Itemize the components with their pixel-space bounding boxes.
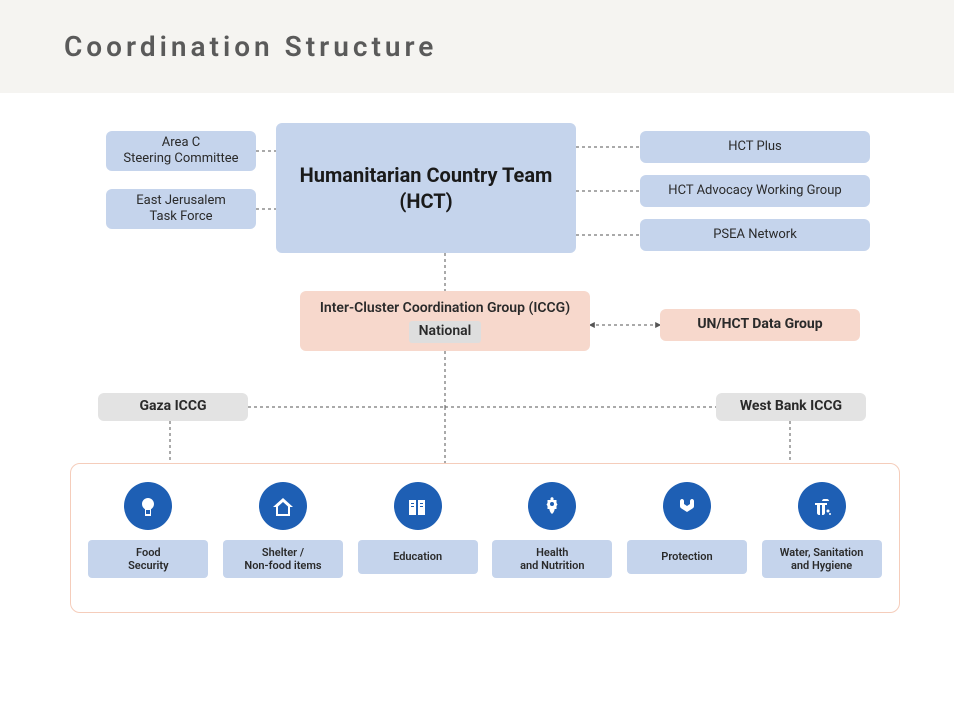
cluster-wash-label: Water, Sanitationand Hygiene <box>762 540 882 578</box>
node-westbank: West Bank ICCG <box>716 393 866 421</box>
wash-icon <box>798 482 846 530</box>
node-hct-l1: Humanitarian Country Team <box>300 162 553 188</box>
cluster-food: FoodSecurity <box>83 482 213 578</box>
node-data-group: UN/HCT Data Group <box>660 309 860 341</box>
protection-icon <box>663 482 711 530</box>
node-hct-awg-label: HCT Advocacy Working Group <box>668 183 841 199</box>
health-icon <box>528 482 576 530</box>
page-title: Coordination Structure <box>64 30 954 63</box>
diagram-canvas: Area C Steering Committee East Jerusalem… <box>0 93 954 693</box>
cluster-wash: Water, Sanitationand Hygiene <box>757 482 887 578</box>
node-gaza: Gaza ICCG <box>98 393 248 421</box>
cluster-education-label: Education <box>358 540 478 574</box>
node-area-c-l1: Area C <box>162 135 200 151</box>
node-ej-tf-l2: Task Force <box>149 209 212 225</box>
node-psea-label: PSEA Network <box>713 227 797 243</box>
cluster-protection-label: Protection <box>627 540 747 574</box>
node-psea: PSEA Network <box>640 219 870 251</box>
node-westbank-label: West Bank ICCG <box>740 398 842 416</box>
cluster-health-label: Healthand Nutrition <box>492 540 612 578</box>
shelter-icon <box>259 482 307 530</box>
cluster-shelter-label: Shelter /Non-food items <box>223 540 343 578</box>
node-iccg-title: Inter-Cluster Coordination Group (ICCG) <box>320 300 570 318</box>
food-icon <box>124 482 172 530</box>
node-iccg-badge: National <box>409 321 482 343</box>
node-ej-tf: East Jerusalem Task Force <box>106 189 256 229</box>
node-area-c: Area C Steering Committee <box>106 131 256 171</box>
cluster-shelter: Shelter /Non-food items <box>218 482 348 578</box>
education-icon <box>394 482 442 530</box>
clusters-panel: FoodSecurity Shelter /Non-food items Educa… <box>70 463 900 613</box>
node-hct-awg: HCT Advocacy Working Group <box>640 175 870 207</box>
node-hct: Humanitarian Country Team (HCT) <box>276 123 576 253</box>
header-band: Coordination Structure <box>0 0 954 93</box>
node-hct-plus: HCT Plus <box>640 131 870 163</box>
node-data-group-label: UN/HCT Data Group <box>697 316 822 334</box>
cluster-education: Education <box>353 482 483 574</box>
node-hct-l2: (HCT) <box>399 188 452 214</box>
node-gaza-label: Gaza ICCG <box>139 398 206 416</box>
cluster-protection: Protection <box>622 482 752 574</box>
node-iccg: Inter-Cluster Coordination Group (ICCG) … <box>300 291 590 351</box>
cluster-food-label: FoodSecurity <box>88 540 208 578</box>
node-hct-plus-label: HCT Plus <box>728 139 782 155</box>
node-area-c-l2: Steering Committee <box>123 151 238 167</box>
node-ej-tf-l1: East Jerusalem <box>136 193 226 209</box>
cluster-health: Healthand Nutrition <box>487 482 617 578</box>
